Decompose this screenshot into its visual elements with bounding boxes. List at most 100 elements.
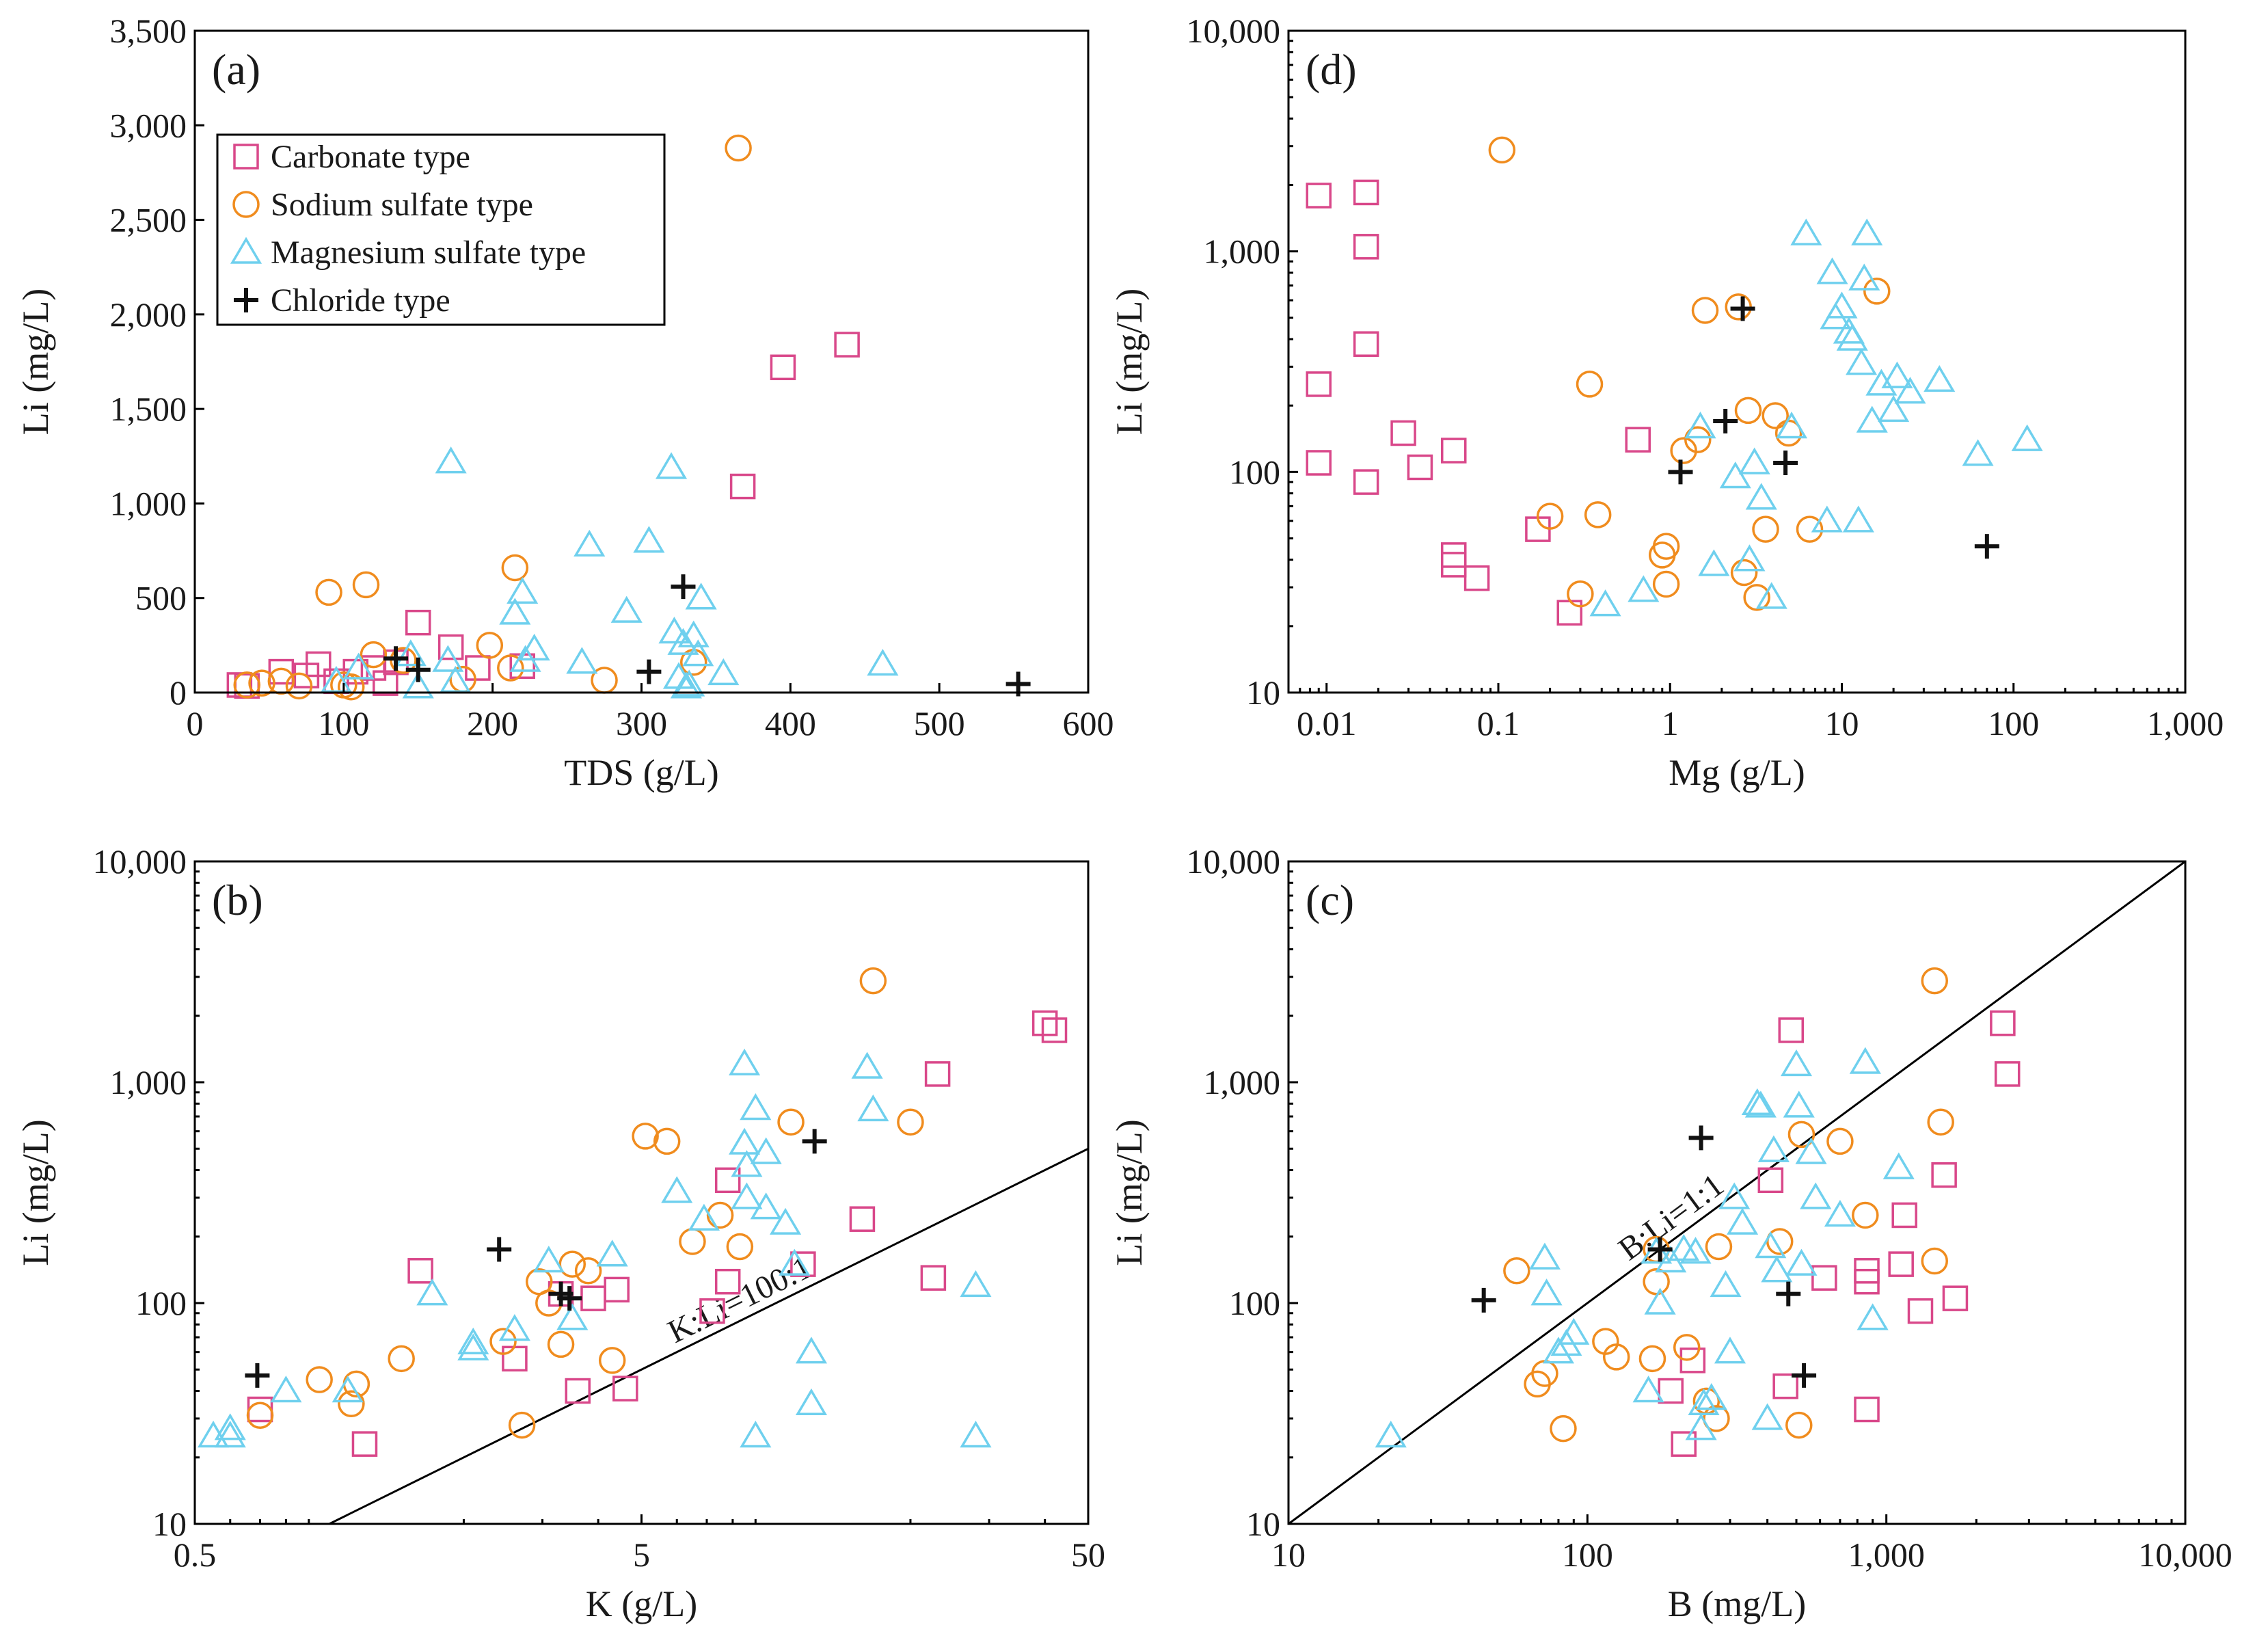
- panel-d-y-tick-label: 1,000: [1204, 232, 1281, 271]
- legend-chloride-marker: [234, 288, 258, 312]
- panel-a-magnesium-sulfate-type-point: [656, 452, 688, 479]
- panel-d-sodium-sulfate-type-point: [1536, 502, 1564, 530]
- panel-b-x-axis-title: K (g/L): [586, 1583, 697, 1624]
- panel-a-y-tick-label: 2,500: [110, 201, 187, 239]
- panel-b-carbonate-type-point: [1041, 1017, 1068, 1043]
- panel-c-label: (c): [1306, 876, 1354, 924]
- panel-c-y-axis-title: Li (mg/L): [1109, 1119, 1150, 1265]
- panel-c-magnesium-sulfate-type-point: [1685, 1413, 1717, 1440]
- panel-b-carbonate-type-point: [565, 1378, 591, 1404]
- panel-b-carbonate-type-point: [849, 1206, 876, 1232]
- panel-a-magnesium-sulfate-type-point: [682, 639, 714, 667]
- panel-a-label: (a): [212, 45, 260, 94]
- panel-c-magnesium-sulfate-type-point: [1695, 1383, 1727, 1410]
- panel-d-y-tick-label: 10: [1246, 673, 1280, 712]
- panel-c-magnesium-sulfate-type-point: [1849, 1047, 1881, 1074]
- legend-magnesium-sulfate-marker: [230, 237, 262, 264]
- panel-a-magnesium-sulfate-type-point: [670, 671, 702, 699]
- panel-c-magnesium-sulfate-type-point: [1727, 1207, 1759, 1235]
- panel-b-sodium-sulfate-type-point: [726, 1233, 754, 1261]
- panel-c-sodium-sulfate-type-point: [1787, 1121, 1815, 1149]
- panel-b-carbonate-type-point: [604, 1276, 630, 1303]
- panel-a-magnesium-sulfate-type-point: [610, 595, 643, 623]
- panel-d-magnesium-sulfate-type-point: [1745, 483, 1777, 510]
- panel-b-magnesium-sulfate-type-point: [596, 1239, 628, 1267]
- panel-d-chloride-type-point: [1773, 450, 1798, 475]
- legend-magnesium-sulfate-type-symbol: [230, 237, 262, 264]
- panel-d-magnesium-sulfate-type-point: [1738, 447, 1770, 474]
- panel-c-ratio-line: [1288, 861, 2185, 1524]
- panel-c-frame: [1287, 860, 2187, 1525]
- panel-b-series-magnesium-sulfate-type: [197, 1048, 992, 1448]
- panel-c-magnesium-sulfate-type-point: [1375, 1421, 1407, 1448]
- panel-b-sodium-sulfate-type-point: [489, 1328, 517, 1355]
- panel-d-magnesium-sulfate-type-point: [1878, 394, 1910, 423]
- panel-c-magnesium-sulfate-type-point: [1800, 1182, 1832, 1209]
- panel-c-chloride-type-point: [1792, 1363, 1817, 1388]
- panel-a-y-tick-label: 3,500: [110, 12, 187, 50]
- panel-a-x-axis-title: TDS (g/L): [564, 752, 718, 793]
- panel-d-carbonate-type-point: [1441, 552, 1467, 578]
- legend-carbonate-type-symbol: [233, 144, 259, 170]
- panel-a-sodium-sulfate-type-point: [497, 654, 524, 682]
- panel-c-magnesium-sulfate-type-point: [1785, 1248, 1818, 1276]
- panel-c-magnesium-sulfate-type-point: [1710, 1270, 1742, 1298]
- panel-d-sodium-sulfate-type-point: [1761, 402, 1789, 429]
- panel-a-y-tick-label: 1,000: [110, 484, 187, 522]
- panel-c-y-tick-label: 1,000: [1204, 1063, 1281, 1101]
- panel-d-x-tick-label: 0.01: [1297, 704, 1357, 742]
- panel-d-series-magnesium-sulfate-type: [1589, 218, 2043, 617]
- panel-b-sodium-sulfate-type-point: [859, 967, 887, 995]
- panel-c-magnesium-sulfate-type-point: [1644, 1287, 1676, 1315]
- panel-b-sodium-sulfate-type-point: [338, 1390, 365, 1418]
- panel-b-sodium-sulfate-type-point: [574, 1257, 602, 1285]
- panel-a-carbonate-type-point: [373, 670, 399, 696]
- panel-a-series-magnesium-sulfate-type: [320, 446, 899, 699]
- panel-a-magnesium-sulfate-type-point: [320, 665, 353, 693]
- panel-d-x-axis-title: Mg (g/L): [1669, 752, 1805, 793]
- panel-d-x-tick-label: 0.1: [1477, 704, 1520, 742]
- panel-d-magnesium-sulfate-type-point: [1836, 323, 1868, 351]
- panel-a-chloride-type-point: [671, 574, 696, 600]
- panel-b-sodium-sulfate-type-point: [508, 1411, 536, 1439]
- panel-b-label: (b): [212, 876, 263, 924]
- panel-c-series-sodium-sulfate-type: [1503, 967, 1954, 1443]
- panel-b-sodium-sulfate-type-point: [653, 1127, 681, 1155]
- panel-b-magnesium-sulfate-type-point: [688, 1203, 720, 1231]
- panel-b-x-tick-label: 5: [633, 1536, 650, 1574]
- panel-c-magnesium-sulfate-type-point: [1741, 1088, 1773, 1116]
- legend: Carbonate type Sodium sulfate type Magne…: [216, 133, 666, 326]
- panel-d-mg-vs-li: 0.01 0.1 1 10 100 1,000 10 100 1,000 10,000 (d) M…: [1109, 12, 2224, 793]
- panel-b-magnesium-sulfate-type-point: [960, 1270, 992, 1298]
- panel-d-sodium-sulfate-type-point: [1684, 426, 1712, 453]
- panel-a-magnesium-sulfate-type-point: [342, 652, 375, 680]
- panel-c-sodium-sulfate-type-point: [1852, 1201, 1879, 1229]
- panel-c-sodium-sulfate-type-point: [1503, 1257, 1530, 1285]
- panel-c-series-chloride-type: [1471, 1125, 1817, 1388]
- panel-b-chloride-type-point: [557, 1286, 582, 1311]
- panel-a-x-tick-label: 0: [187, 704, 204, 742]
- panel-a-sodium-sulfate-type-point: [476, 632, 504, 659]
- panel-d-label: (d): [1306, 45, 1357, 94]
- panel-c-carbonate-type-point: [1854, 1258, 1880, 1284]
- panel-d-chloride-type-point: [1713, 408, 1738, 433]
- panel-d-sodium-sulfate-type-point: [1567, 580, 1594, 608]
- panel-b-magnesium-sulfate-type-point: [457, 1327, 489, 1355]
- panel-b-carbonate-type-point: [790, 1251, 816, 1277]
- panel-a-carbonate-type-point: [770, 354, 796, 381]
- panel-a-chloride-type-point: [383, 646, 409, 671]
- panel-c-y-tick-label: 10,000: [1187, 842, 1281, 881]
- panel-b-magnesium-sulfate-type-point: [740, 1093, 772, 1121]
- panel-d-magnesium-sulfate-type-point: [1816, 257, 1848, 284]
- legend-magnesium-sulfate-label: Magnesium sulfate type: [271, 234, 586, 271]
- panel-c-magnesium-sulfate-type-point: [1679, 1237, 1712, 1264]
- panel-d-carbonate-type-point: [1441, 438, 1467, 464]
- panel-b-carbonate-type-point: [1031, 1010, 1058, 1036]
- panel-c-x-axis-title: B (mg/L): [1668, 1583, 1806, 1624]
- panel-b-magnesium-sulfate-type-point: [416, 1278, 448, 1306]
- legend-carbonate-marker: [233, 144, 259, 170]
- panel-c-x-tick-label: 10,000: [2138, 1536, 2232, 1574]
- panel-a-x-tick-label: 500: [914, 704, 965, 742]
- panel-b-magnesium-sulfate-type-point: [770, 1207, 802, 1235]
- panel-b-magnesium-sulfate-type-point: [332, 1376, 364, 1403]
